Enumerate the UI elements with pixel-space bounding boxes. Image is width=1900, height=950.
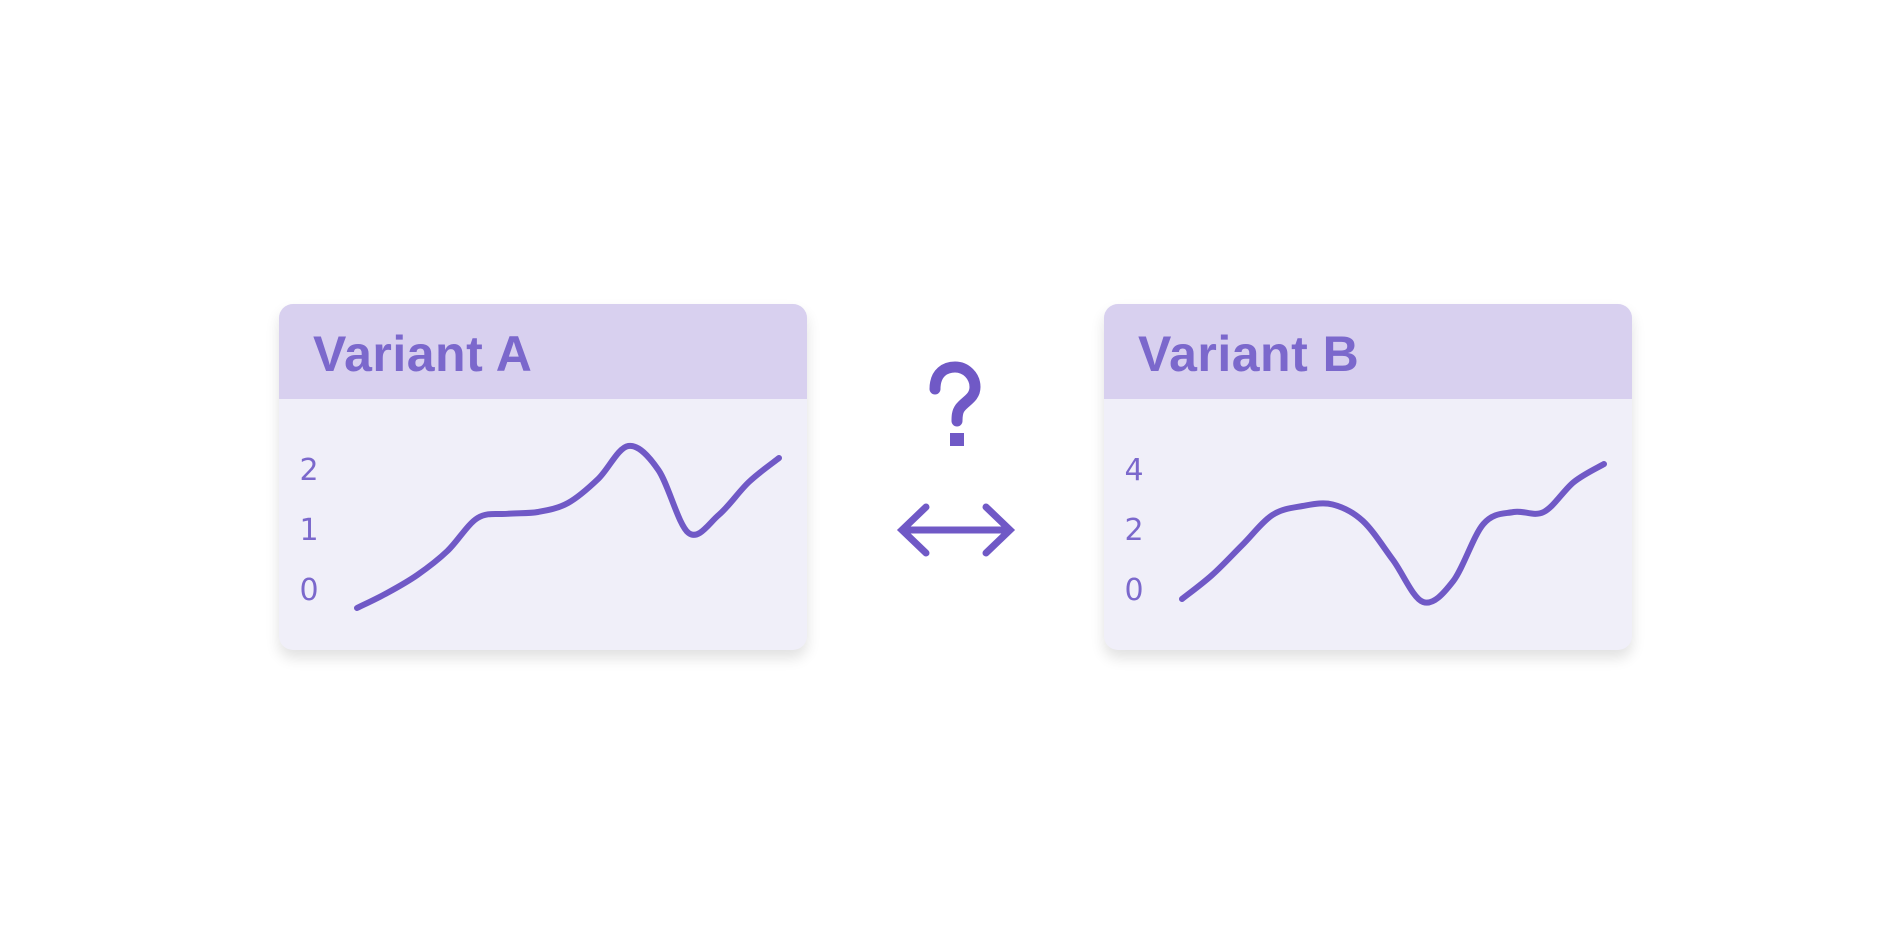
variant-a-card: Variant A 0 1 2 bbox=[279, 304, 807, 650]
comparison-symbol bbox=[890, 355, 1020, 565]
variant-b-header: Variant B bbox=[1104, 304, 1632, 399]
variant-a-y-tick-label: 1 bbox=[299, 513, 318, 548]
variant-b-card: Variant B 0 2 4 bbox=[1104, 304, 1632, 650]
variant-a-y-tick-label: 0 bbox=[299, 573, 318, 608]
variant-b-chart: 0 2 4 bbox=[1104, 399, 1632, 650]
variant-a-y-tick-label: 2 bbox=[299, 453, 318, 488]
variant-b-y-tick-label: 0 bbox=[1124, 573, 1143, 608]
variant-b-title: Variant B bbox=[1138, 326, 1360, 382]
question-mark-icon bbox=[929, 361, 981, 446]
variant-a-title: Variant A bbox=[313, 326, 533, 382]
variant-a-header: Variant A bbox=[279, 304, 807, 399]
double-arrow-horizontal-icon bbox=[896, 503, 1016, 557]
variant-a-series-line bbox=[354, 442, 782, 611]
variant-b-series-line bbox=[1179, 461, 1607, 606]
variant-a-chart-svg: 0 1 2 bbox=[299, 442, 782, 611]
variant-b-chart-svg: 0 2 4 bbox=[1124, 453, 1607, 608]
variant-b-y-tick-label: 4 bbox=[1124, 453, 1143, 488]
variant-a-chart: 0 1 2 bbox=[279, 399, 807, 650]
variant-b-y-tick-label: 2 bbox=[1124, 513, 1143, 548]
